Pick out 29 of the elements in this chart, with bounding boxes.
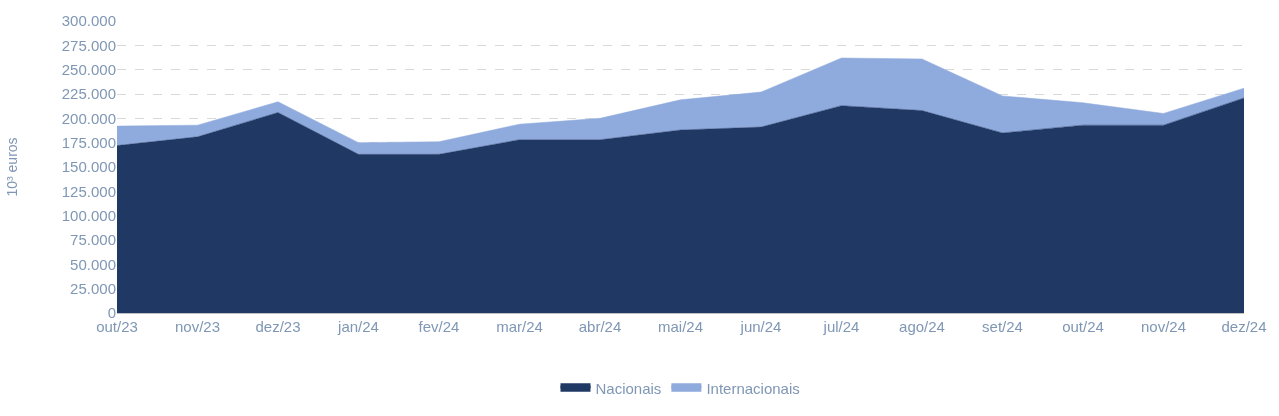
x-tick-label: mar/24 bbox=[496, 318, 543, 335]
x-tick-label: jun/24 bbox=[739, 318, 782, 335]
y-tick-label: 125.000 bbox=[61, 182, 116, 200]
y-tick-label: 25.000 bbox=[70, 279, 116, 297]
y-tick-label: 250.000 bbox=[61, 60, 116, 78]
y-tick-label: 225.000 bbox=[61, 85, 116, 103]
legend-label: Internacionais bbox=[706, 379, 800, 397]
x-tick-label: ago/24 bbox=[899, 318, 945, 335]
x-tick-label: nov/24 bbox=[1140, 318, 1187, 335]
x-tick-label: jul/24 bbox=[822, 318, 860, 335]
x-tick-label: dez/24 bbox=[1221, 318, 1267, 335]
y-tick-label: 50.000 bbox=[70, 255, 116, 273]
x-tick-label: dez/23 bbox=[255, 318, 301, 335]
legend-label: Nacionais bbox=[595, 379, 662, 397]
x-tick-label: abr/24 bbox=[578, 318, 622, 335]
x-tick-label: nov/23 bbox=[174, 318, 221, 335]
y-tick-label: 300.000 bbox=[61, 12, 116, 30]
x-tick-label: mai/24 bbox=[657, 318, 704, 335]
x-tick-label: fev/24 bbox=[418, 318, 460, 335]
y-tick-label: 75.000 bbox=[70, 231, 116, 249]
y-tick-label: 175.000 bbox=[61, 133, 116, 151]
x-tick-label: out/24 bbox=[1062, 318, 1104, 335]
y-tick-label: 150.000 bbox=[61, 158, 116, 176]
x-tick-label: set/24 bbox=[982, 318, 1023, 335]
y-tick-label: 100.000 bbox=[61, 206, 116, 224]
y-tick-label: 200.000 bbox=[61, 109, 116, 127]
x-tick-label: jan/24 bbox=[337, 318, 379, 335]
y-axis-title: 10³ euros bbox=[4, 137, 21, 197]
y-tick-label: 275.000 bbox=[61, 36, 116, 54]
